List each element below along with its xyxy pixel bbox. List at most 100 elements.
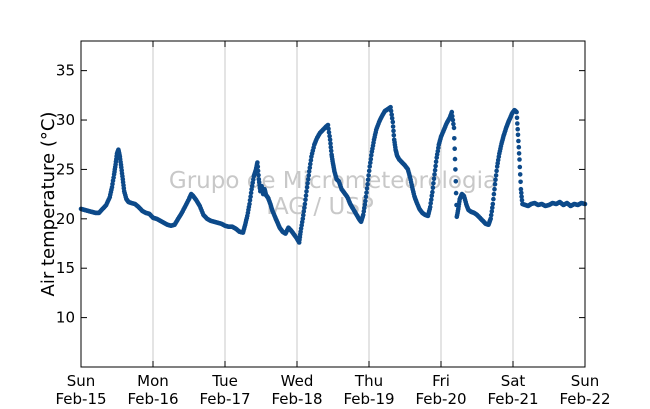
x-tick-day-label: Mon: [137, 372, 169, 390]
data-point: [388, 108, 394, 114]
y-axis: 10 15 20 25 30 35: [56, 62, 585, 327]
data-point: [308, 158, 314, 163]
data-point: [490, 205, 495, 210]
data-point: [429, 197, 434, 202]
data-point: [433, 159, 439, 165]
x-tick-date-label: Feb-21: [487, 390, 538, 408]
data-point: [451, 125, 457, 131]
x-tick-date-label: Feb-18: [271, 390, 322, 408]
data-point: [519, 198, 525, 203]
data-point: [366, 168, 372, 174]
data-point: [302, 201, 308, 207]
data-point: [389, 116, 395, 121]
data-point: [247, 198, 253, 203]
y-tick-label: 10: [56, 309, 75, 327]
x-tick-date-label: Feb-16: [127, 390, 178, 408]
data-point: [492, 186, 497, 192]
data-point: [362, 205, 367, 211]
data-points: [78, 104, 588, 245]
data-point: [430, 185, 436, 190]
data-point: [327, 133, 332, 139]
y-tick-label: 35: [56, 62, 75, 80]
data-point: [255, 160, 260, 165]
data-point: [514, 115, 520, 121]
x-axis: SunFeb-15MonFeb-16TueFeb-17WedFeb-18ThuF…: [55, 41, 611, 408]
data-point: [362, 202, 368, 207]
data-point: [368, 156, 374, 162]
data-point: [428, 201, 434, 206]
x-tick-date-label: Feb-15: [55, 390, 106, 408]
data-point: [450, 113, 455, 119]
data-point: [305, 177, 311, 182]
x-tick-date-label: Feb-17: [199, 390, 250, 408]
data-point: [488, 212, 494, 218]
y-tick-label: 25: [56, 160, 75, 178]
data-point: [452, 146, 458, 151]
x-tick-day-label: Wed: [281, 372, 314, 390]
data-point: [360, 212, 366, 218]
data-point: [488, 216, 494, 222]
data-point: [515, 132, 521, 138]
data-point: [432, 172, 437, 177]
data-point: [368, 160, 373, 166]
data-point: [247, 201, 252, 207]
data-point: [256, 172, 261, 178]
data-point: [493, 177, 498, 183]
data-point: [308, 161, 313, 167]
x-tick-date-label: Feb-22: [559, 390, 610, 408]
y-tick-label: 15: [56, 259, 75, 277]
x-tick-day-label: Sun: [571, 372, 600, 390]
data-point: [427, 204, 433, 210]
data-point: [451, 121, 456, 127]
data-point: [391, 133, 397, 138]
data-point: [517, 157, 522, 162]
data-point: [255, 168, 261, 174]
data-point: [450, 117, 456, 123]
data-point: [304, 189, 309, 194]
data-point: [255, 164, 261, 169]
data-point: [516, 151, 522, 156]
data-point: [452, 136, 457, 141]
data-point: [390, 124, 396, 129]
data-point: [300, 216, 306, 222]
data-point: [432, 167, 438, 173]
plot-frame: [80, 40, 586, 368]
data-point: [365, 177, 371, 183]
data-point: [364, 190, 369, 195]
data-point: [514, 109, 519, 115]
data-point: [517, 164, 523, 170]
data-point: [301, 209, 307, 214]
data-point: [389, 112, 395, 117]
x-tick-day-label: Fri: [432, 372, 450, 390]
data-point: [307, 165, 313, 170]
data-point: [364, 186, 370, 191]
data-point: [369, 153, 374, 158]
data-point: [327, 137, 333, 143]
x-tick-date-label: Feb-20: [415, 390, 466, 408]
watermark: Grupo de Micrometeorologia IAG / USP: [169, 168, 497, 220]
data-point: [453, 190, 459, 196]
data-point: [303, 197, 308, 203]
data-point: [492, 181, 498, 187]
x-tick-day-label: Thu: [354, 372, 383, 390]
data-point: [519, 194, 524, 199]
data-point: [518, 186, 524, 192]
vertical-gridlines: [152, 41, 514, 367]
data-point: [491, 196, 496, 202]
data-point: [248, 190, 254, 196]
data-point: [302, 205, 307, 210]
data-point: [519, 190, 524, 196]
data-point: [493, 173, 499, 178]
x-tick-date-label: Feb-19: [343, 390, 394, 408]
data-point: [303, 193, 309, 198]
data-point: [326, 130, 332, 135]
data-point: [491, 191, 497, 197]
data-point: [328, 144, 334, 150]
data-point: [328, 148, 334, 154]
data-point: [517, 172, 523, 177]
data-point: [430, 189, 435, 195]
data-point: [363, 198, 368, 204]
y-tick-label: 20: [56, 210, 75, 228]
data-point: [515, 121, 520, 126]
